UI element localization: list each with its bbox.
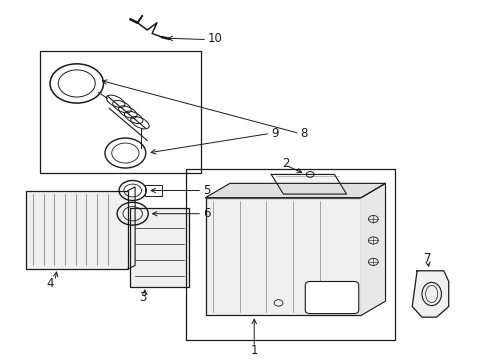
Text: 7: 7	[423, 252, 431, 265]
Bar	[26, 190, 127, 269]
Text: 9: 9	[271, 127, 278, 140]
Text: 6: 6	[203, 207, 210, 220]
Polygon shape	[271, 175, 346, 194]
Bar	[130, 208, 188, 287]
Polygon shape	[205, 183, 385, 198]
Text: 8: 8	[300, 127, 307, 140]
Text: 1: 1	[250, 344, 258, 357]
Bar	[205, 198, 361, 315]
Text: 3: 3	[139, 291, 146, 304]
FancyBboxPatch shape	[305, 282, 358, 314]
Text: 2: 2	[282, 157, 289, 170]
Bar	[144, 185, 162, 196]
Text: 10: 10	[207, 32, 223, 45]
Polygon shape	[361, 183, 385, 315]
Text: 5: 5	[203, 184, 210, 197]
Bar	[186, 169, 394, 340]
Bar	[40, 51, 201, 173]
Polygon shape	[411, 271, 448, 317]
Text: 4: 4	[46, 277, 54, 290]
